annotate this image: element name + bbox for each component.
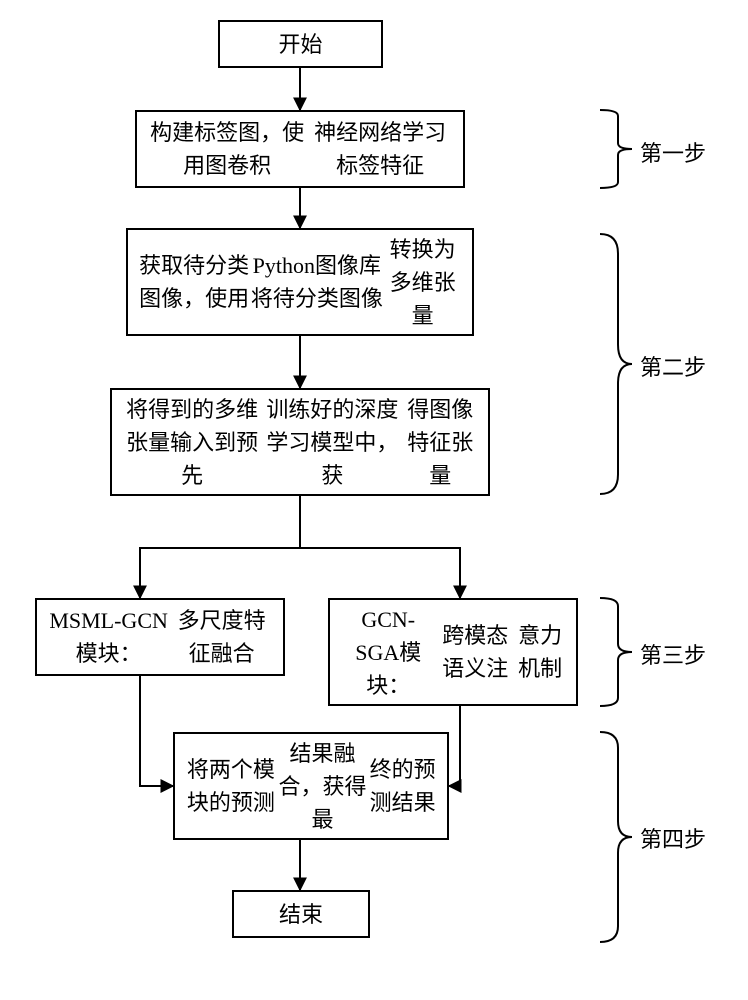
node-step2a: 获取待分类图像，使用Python图像库将待分类图像转换为多维张量 <box>126 228 474 336</box>
node-step1: 构建标签图，使用图卷积神经网络学习标签特征 <box>135 110 465 188</box>
node-end: 结束 <box>232 890 370 938</box>
node-step3l: MSML-GCN模块：多尺度特征融合 <box>35 598 285 676</box>
step-label-1: 第二步 <box>640 350 706 382</box>
node-step3r: GCN-SGA模块：跨模态语义注意力机制 <box>328 598 578 706</box>
brace-3 <box>600 732 632 942</box>
node-step4: 将两个模块的预测结果融合，获得最终的预测结果 <box>173 732 449 840</box>
brace-2 <box>600 598 632 706</box>
step-label-3: 第四步 <box>640 822 706 854</box>
edge-3 <box>140 496 300 598</box>
edge-6 <box>449 706 460 786</box>
node-start: 开始 <box>218 20 383 68</box>
brace-1 <box>600 234 632 494</box>
node-step2b: 将得到的多维张量输入到预先训练好的深度学习模型中，获得图像特征张量 <box>110 388 490 496</box>
edge-4 <box>300 496 460 598</box>
edge-5 <box>140 676 173 786</box>
flowchart-canvas: 开始构建标签图，使用图卷积神经网络学习标签特征获取待分类图像，使用Python图… <box>0 0 748 1000</box>
step-label-2: 第三步 <box>640 638 706 670</box>
brace-0 <box>600 110 632 188</box>
step-label-0: 第一步 <box>640 136 706 168</box>
